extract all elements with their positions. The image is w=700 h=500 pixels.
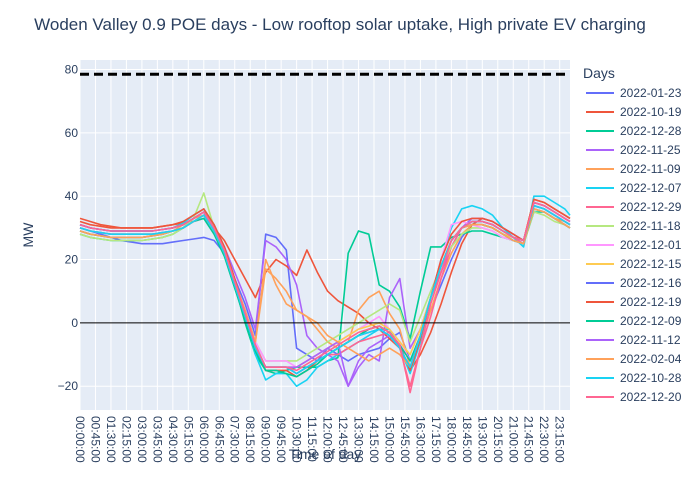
- x-tick-label: 06:45:00: [212, 416, 226, 463]
- x-tick-label: 02:15:00: [119, 416, 133, 463]
- x-tick-label: 17:15:00: [429, 416, 443, 463]
- legend-label: 2022-12-29: [620, 200, 682, 214]
- legend-item[interactable]: 2022-12-01: [586, 238, 682, 252]
- x-tick-label: 00:00:00: [73, 416, 87, 463]
- legend-item[interactable]: 2022-11-25: [586, 143, 681, 157]
- x-tick-label: 11:15:00: [305, 416, 319, 462]
- x-tick-label: 03:45:00: [150, 416, 164, 463]
- x-tick-label: 08:15:00: [243, 416, 257, 463]
- x-tick-label: 21:45:00: [522, 416, 536, 463]
- x-tick-label: 03:00:00: [135, 416, 149, 463]
- x-axis-ticks: 00:00:00 00:45:00 01:30:00 02:15:00 03:00:00…: [73, 416, 567, 463]
- y-tick-label: 0: [71, 316, 78, 330]
- legend-item[interactable]: 2022-12-20: [586, 390, 682, 404]
- x-tick-label: 23:15:00: [553, 416, 567, 463]
- y-tick-label: 80: [65, 63, 79, 77]
- legend-label: 2022-02-04: [620, 352, 682, 366]
- series-line-2022-12-20[interactable]: [79, 201, 571, 394]
- x-tick-label: 12:00:00: [321, 416, 335, 463]
- x-tick-label: 05:15:00: [181, 416, 195, 463]
- x-tick-label: 14:15:00: [367, 416, 381, 463]
- x-tick-label: 01:30:00: [104, 416, 118, 463]
- legend-label: 2022-12-01: [620, 238, 682, 252]
- y-tick-label: 20: [65, 253, 79, 267]
- legend-item[interactable]: 2022-11-18: [586, 219, 681, 233]
- legend-label: 2022-12-15: [620, 257, 682, 271]
- legend-item[interactable]: 2022-12-09: [586, 314, 682, 328]
- legend-item[interactable]: 2022-01-23: [586, 86, 682, 100]
- series-lines: [79, 192, 571, 394]
- legend[interactable]: 2022-01-23 2022-10-19 2022-12-28 2022-11-25…: [586, 86, 682, 404]
- legend-item[interactable]: 2022-12-19: [586, 295, 682, 309]
- legend-item[interactable]: 2022-02-04: [586, 352, 682, 366]
- x-axis-label: Time of day: [289, 446, 362, 462]
- legend-label: 2022-12-07: [620, 181, 682, 195]
- x-tick-label: 09:00:00: [259, 416, 273, 463]
- legend-item[interactable]: 2022-12-07: [586, 181, 682, 195]
- y-axis-label: MW: [20, 222, 36, 248]
- x-tick-label: 12:45:00: [336, 416, 350, 463]
- legend-item[interactable]: 2022-10-19: [586, 105, 682, 119]
- x-tick-label: 15:45:00: [398, 416, 412, 463]
- legend-label: 2022-11-25: [620, 143, 681, 157]
- reference-lines: [80, 72, 570, 324]
- x-tick-label: 20:15:00: [491, 416, 505, 463]
- legend-item[interactable]: 2022-12-16: [586, 276, 682, 290]
- legend-label: 2022-10-19: [620, 105, 682, 119]
- legend-label: 2022-11-12: [620, 333, 681, 347]
- legend-item[interactable]: 2022-12-28: [586, 124, 682, 138]
- x-tick-label: 18:00:00: [444, 416, 458, 463]
- legend-item[interactable]: 2022-12-15: [586, 257, 682, 271]
- x-tick-label: 16:30:00: [413, 416, 427, 463]
- legend-item[interactable]: 2022-12-29: [586, 200, 682, 214]
- y-tick-label: 40: [65, 189, 79, 203]
- x-tick-label: 22:30:00: [537, 416, 551, 463]
- legend-label: 2022-12-16: [620, 276, 682, 290]
- legend-label: 2022-10-28: [620, 371, 682, 385]
- x-tick-label: 18:45:00: [460, 416, 474, 463]
- legend-label: 2022-12-09: [620, 314, 682, 328]
- legend-title: Days: [583, 65, 615, 81]
- legend-label: 2022-12-20: [620, 390, 682, 404]
- legend-label: 2022-01-23: [620, 86, 682, 100]
- legend-label: 2022-11-09: [620, 162, 681, 176]
- legend-label: 2022-12-19: [620, 295, 682, 309]
- x-tick-label: 10:30:00: [290, 416, 304, 463]
- x-tick-label: 07:30:00: [228, 416, 242, 463]
- y-axis-ticks: −20 0 20 40 60 80: [58, 63, 79, 394]
- legend-label: 2022-12-28: [620, 124, 682, 138]
- x-tick-label: 19:30:00: [475, 416, 489, 463]
- legend-item[interactable]: 2022-11-09: [586, 162, 681, 176]
- series-line-2022-02-04[interactable]: [79, 208, 571, 369]
- x-tick-label: 09:45:00: [274, 416, 288, 463]
- x-tick-label: 06:00:00: [197, 416, 211, 463]
- x-tick-label: 04:30:00: [166, 416, 180, 463]
- legend-item[interactable]: 2022-11-12: [586, 333, 681, 347]
- x-tick-label: 21:00:00: [506, 416, 520, 463]
- x-tick-label: 00:45:00: [88, 416, 102, 463]
- legend-item[interactable]: 2022-10-28: [586, 371, 682, 385]
- y-tick-label: −20: [58, 379, 79, 393]
- x-tick-label: 13:30:00: [352, 416, 366, 463]
- chart-title: Woden Valley 0.9 POE days - Low rooftop …: [34, 15, 646, 34]
- y-tick-label: 60: [65, 126, 79, 140]
- legend-label: 2022-11-18: [620, 219, 681, 233]
- x-tick-label: 15:00:00: [382, 416, 396, 463]
